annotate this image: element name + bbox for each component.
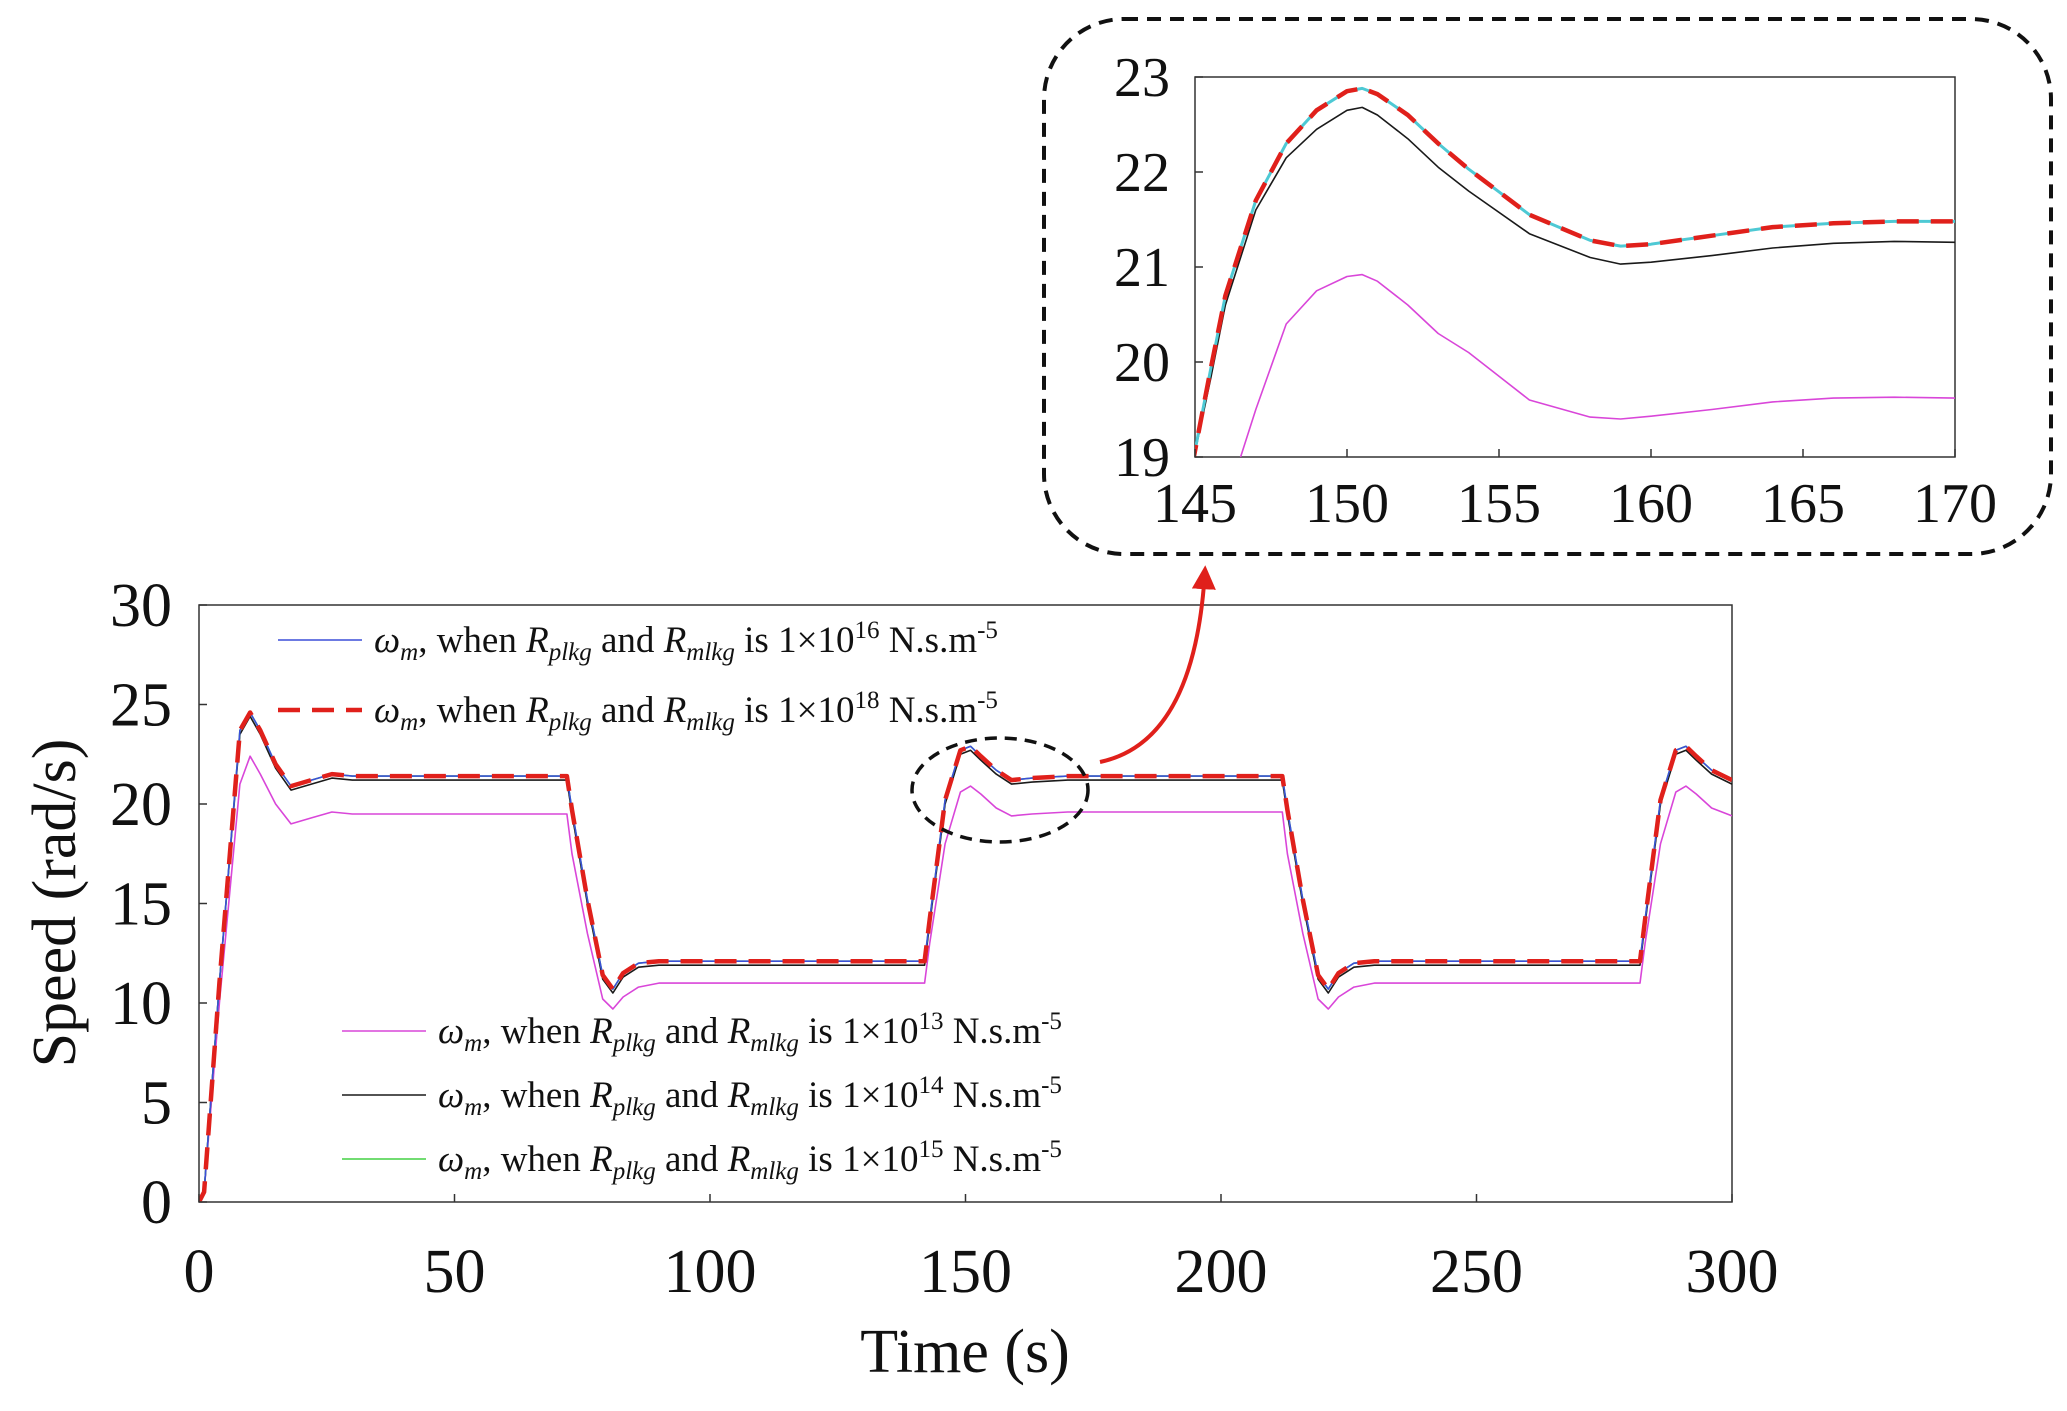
main-x-tick-label: 250	[1430, 1238, 1523, 1306]
inset-series-line-0	[1239, 273, 1955, 457]
main-x-tick-label: 300	[1686, 1238, 1779, 1306]
inset-x-tick-label: 150	[1305, 473, 1389, 535]
inset-y-tick-label: 23	[1114, 47, 1170, 109]
inset-x-tick-label: 155	[1457, 473, 1541, 535]
legend-label-3: ωm, when Rplkg and Rmlkg is 1×1016 N.s.m…	[374, 617, 998, 666]
zoom-arrow	[1099, 565, 1216, 764]
inset-x-tick-label: 145	[1153, 473, 1237, 535]
legend-bottom: ωm, when Rplkg and Rmlkg is 1×1013 N.s.m…	[342, 1008, 1062, 1185]
legend-label-2: ωm, when Rplkg and Rmlkg is 1×1015 N.s.m…	[438, 1136, 1062, 1185]
main-tick-labels: 0 50 100 150 200 250 300 0 5 10 15 20 25 30	[110, 572, 1779, 1306]
inset-tick-labels: 145 150 155 160 165 170 19 20 21 22 23	[1114, 47, 1997, 535]
inset-x-tick-label: 165	[1761, 473, 1845, 535]
legend-label-4: ωm, when Rplkg and Rmlkg is 1×1018 N.s.m…	[374, 687, 998, 736]
inset-y-tick-label: 19	[1114, 427, 1170, 489]
inset-y-tick-label: 20	[1114, 332, 1170, 394]
inset-series-line-1	[1195, 106, 1955, 457]
main-x-tick-label: 0	[184, 1238, 215, 1306]
main-x-tick-label: 100	[664, 1238, 757, 1306]
inset-series-line-4	[1195, 86, 1955, 457]
inset-y-tick-label: 22	[1114, 142, 1170, 204]
main-y-tick-label: 15	[110, 871, 172, 939]
legend-label-0: ωm, when Rplkg and Rmlkg is 1×1013 N.s.m…	[438, 1008, 1062, 1057]
main-series-group	[199, 710, 1732, 1202]
main-plot-area	[198, 604, 1733, 1203]
main-series-line-4	[199, 710, 1732, 1202]
inset-x-tick-label: 160	[1609, 473, 1693, 535]
main-y-tick-label: 10	[110, 970, 172, 1038]
main-y-tick-label: 0	[141, 1169, 172, 1237]
main-series-line-0	[199, 755, 1732, 1202]
main-x-tick-label: 50	[424, 1238, 486, 1306]
main-x-tick-label: 150	[919, 1238, 1012, 1306]
main-y-tick-label: 20	[110, 771, 172, 839]
legend-top: ωm, when Rplkg and Rmlkg is 1×1016 N.s.m…	[278, 617, 998, 736]
x-axis-label: Time (s)	[860, 1318, 1070, 1386]
main-y-tick-label: 30	[110, 572, 172, 640]
legend-label-1: ωm, when Rplkg and Rmlkg is 1×1014 N.s.m…	[438, 1072, 1062, 1121]
inset-x-tick-label: 170	[1913, 473, 1997, 535]
main-x-tick-label: 200	[1175, 1238, 1268, 1306]
inset-chart: 145 150 155 160 165 170 19 20 21 22 23	[1042, 17, 2053, 556]
main-y-tick-label: 25	[110, 672, 172, 740]
zoom-region-ellipse	[910, 736, 1090, 844]
inset-y-tick-label: 21	[1114, 237, 1170, 299]
inset-series-group	[1195, 86, 1955, 457]
inset-frame	[1042, 17, 2053, 556]
y-axis-label: Speed (rad/s)	[21, 739, 89, 1068]
main-y-tick-label: 5	[141, 1070, 172, 1138]
